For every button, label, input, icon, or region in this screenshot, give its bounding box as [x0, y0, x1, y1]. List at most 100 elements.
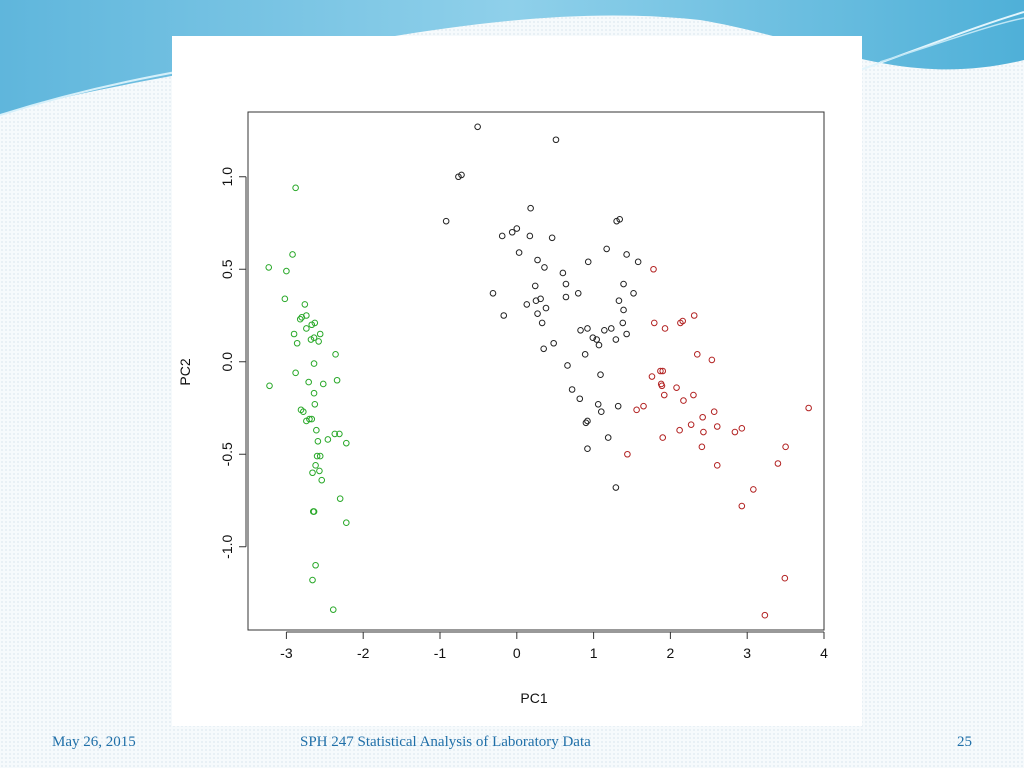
x-tick-label: -3	[280, 645, 293, 661]
y-tick-label: 0.0	[219, 352, 235, 372]
data-point	[616, 216, 624, 223]
data-point	[782, 443, 789, 451]
data-point	[299, 408, 307, 416]
data-point	[615, 297, 623, 305]
data-point	[594, 401, 602, 408]
data-point	[582, 419, 590, 427]
x-tick-label: -1	[434, 645, 447, 661]
data-point	[658, 382, 666, 390]
data-point	[540, 345, 547, 353]
data-point	[442, 217, 450, 225]
y-tick-label: 1.0	[219, 167, 235, 187]
data-point	[657, 367, 664, 375]
y-tick-label: 0.5	[219, 259, 235, 279]
data-point	[305, 378, 312, 386]
data-point	[577, 327, 584, 334]
data-point	[584, 325, 591, 332]
data-point	[316, 330, 324, 338]
data-point	[301, 301, 309, 308]
data-point	[597, 408, 605, 416]
data-point	[564, 362, 571, 369]
x-tick-label: 4	[820, 645, 828, 661]
data-point	[296, 315, 304, 323]
footer-page-number: 25	[957, 734, 972, 750]
data-point	[713, 423, 721, 430]
data-point	[659, 367, 667, 375]
data-point	[559, 269, 567, 277]
data-point	[593, 336, 600, 343]
data-point	[620, 306, 627, 314]
data-point	[281, 295, 289, 303]
x-tick-label: -2	[357, 645, 370, 661]
data-point	[498, 232, 506, 240]
data-point	[738, 502, 746, 510]
data-point	[604, 434, 612, 441]
data-point	[568, 386, 576, 393]
x-tick-label: 3	[743, 645, 751, 661]
data-point	[531, 282, 539, 290]
data-point	[310, 508, 318, 515]
data-point	[607, 325, 615, 332]
x-tick-label: 1	[590, 645, 598, 661]
data-point	[690, 312, 698, 319]
data-point	[660, 391, 668, 399]
data-point	[584, 258, 592, 266]
data-point	[541, 264, 548, 271]
scatter-chart: -3 -2 -1 0 1 2 3 4 -1.0 -0.5 0.0 0.5 1.0 PC1 PC2	[177, 111, 828, 706]
plot-frame	[247, 111, 825, 631]
data-point	[303, 325, 310, 332]
data-point	[515, 249, 523, 256]
data-point	[687, 421, 695, 428]
data-point	[534, 256, 541, 264]
data-point	[612, 336, 620, 343]
data-point	[313, 426, 320, 434]
footer-date: May 26, 2015	[52, 734, 136, 750]
footer-course-title: SPH 247 Statistical Analysis of Laborato…	[300, 734, 591, 750]
data-point	[738, 425, 746, 432]
data-point	[303, 312, 310, 319]
data-point	[318, 476, 326, 484]
data-point	[283, 267, 290, 275]
data-point	[331, 430, 339, 438]
data-point	[312, 561, 319, 569]
data-point	[693, 351, 701, 358]
data-point	[781, 574, 789, 582]
data-point	[640, 402, 647, 410]
data-point	[623, 330, 630, 338]
data-point	[648, 373, 656, 380]
data-point	[319, 380, 327, 388]
data-point	[336, 430, 343, 438]
data-point	[698, 443, 706, 451]
data-point	[612, 484, 620, 491]
data-point	[324, 436, 332, 443]
data-point	[309, 576, 316, 584]
data-points	[265, 123, 812, 619]
data-point	[316, 452, 324, 460]
data-point	[527, 204, 534, 212]
data-point	[562, 280, 570, 288]
data-point	[310, 360, 318, 367]
data-point	[308, 415, 316, 423]
data-point	[523, 301, 531, 308]
x-tick-label: 2	[667, 645, 675, 661]
data-point	[310, 334, 318, 342]
data-point	[500, 312, 508, 319]
data-point	[266, 382, 273, 390]
data-point	[614, 402, 622, 410]
y-axis-label: PC2	[177, 358, 193, 385]
data-point	[513, 225, 521, 232]
data-point	[679, 317, 686, 325]
data-point	[538, 319, 546, 327]
data-point	[309, 469, 316, 477]
data-point	[289, 251, 296, 258]
data-point	[581, 351, 589, 358]
y-axis: -1.0 -0.5 0.0 0.5 1.0	[219, 167, 247, 559]
data-point	[562, 293, 570, 301]
data-point	[750, 486, 757, 493]
data-point	[336, 495, 344, 502]
data-point	[676, 426, 683, 434]
data-point	[624, 450, 631, 458]
data-point	[603, 245, 610, 253]
data-point	[620, 280, 627, 288]
data-point	[537, 295, 544, 303]
